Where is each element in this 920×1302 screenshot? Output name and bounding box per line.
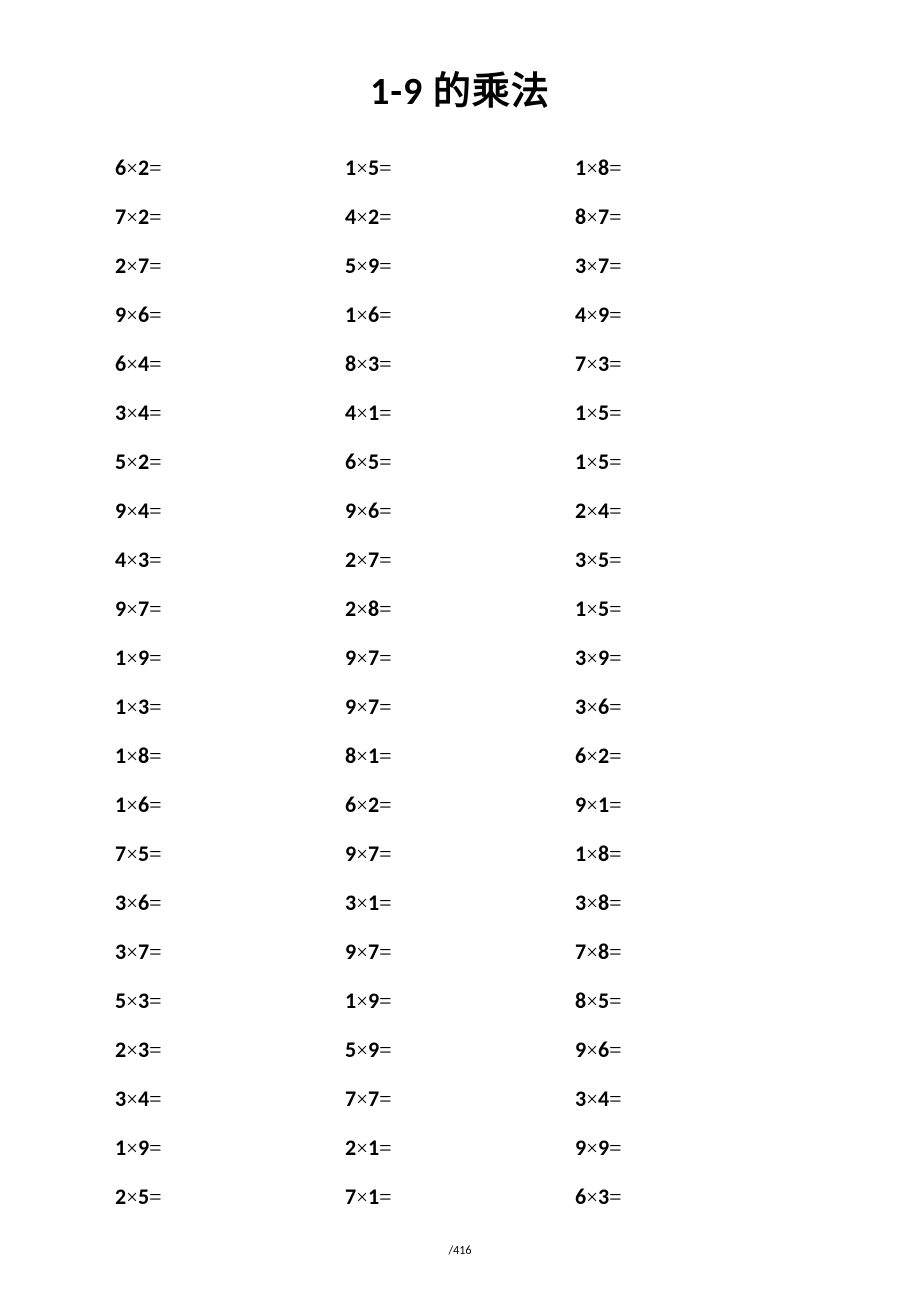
problem-cell: 1×5=	[345, 143, 575, 192]
problem-cell: 6×4=	[115, 339, 345, 388]
problem-cell: 1×9=	[115, 1123, 345, 1172]
problem-cell: 1×5=	[575, 388, 805, 437]
problem-cell: 9×6=	[575, 1025, 805, 1074]
problem-cell: 7×2=	[115, 192, 345, 241]
problem-cell: 7×3=	[575, 339, 805, 388]
problem-cell: 7×5=	[115, 829, 345, 878]
problem-cell: 4×3=	[115, 535, 345, 584]
problem-cell: 5×9=	[345, 1025, 575, 1074]
problem-cell: 2×7=	[115, 241, 345, 290]
problem-cell: 9×9=	[575, 1123, 805, 1172]
problem-cell: 9×6=	[115, 290, 345, 339]
problem-cell: 6×2=	[345, 780, 575, 829]
problem-cell: 2×3=	[115, 1025, 345, 1074]
problem-cell: 1×6=	[115, 780, 345, 829]
problem-cell: 1×6=	[345, 290, 575, 339]
problem-cell: 3×6=	[115, 878, 345, 927]
problem-cell: 9×1=	[575, 780, 805, 829]
problem-cell: 9×4=	[115, 486, 345, 535]
problem-cell: 3×9=	[575, 633, 805, 682]
problem-cell: 2×4=	[575, 486, 805, 535]
problem-cell: 1×9=	[115, 633, 345, 682]
problem-cell: 5×2=	[115, 437, 345, 486]
problem-cell: 1×3=	[115, 682, 345, 731]
problem-cell: 1×8=	[575, 143, 805, 192]
problem-cell: 7×7=	[345, 1074, 575, 1123]
problem-cell: 9×7=	[345, 682, 575, 731]
problem-cell: 8×3=	[345, 339, 575, 388]
footer-text: /416	[449, 1244, 472, 1258]
problem-cell: 9×7=	[345, 927, 575, 976]
page-footer: /416	[0, 1244, 920, 1258]
problem-cell: 2×7=	[345, 535, 575, 584]
problem-cell: 4×2=	[345, 192, 575, 241]
problem-cell: 6×2=	[575, 731, 805, 780]
problem-cell: 9×7=	[345, 633, 575, 682]
problem-cell: 2×5=	[115, 1172, 345, 1221]
page-title: 1-9 的乘法	[115, 60, 805, 115]
problem-cell: 3×7=	[575, 241, 805, 290]
problem-cell: 2×1=	[345, 1123, 575, 1172]
problem-cell: 8×7=	[575, 192, 805, 241]
problem-cell: 1×8=	[115, 731, 345, 780]
problem-cell: 5×9=	[345, 241, 575, 290]
problem-cell: 1×5=	[575, 584, 805, 633]
problem-cell: 1×8=	[575, 829, 805, 878]
problem-cell: 8×5=	[575, 976, 805, 1025]
problem-cell: 4×1=	[345, 388, 575, 437]
problem-cell: 5×3=	[115, 976, 345, 1025]
problem-cell: 9×7=	[345, 829, 575, 878]
problem-cell: 9×6=	[345, 486, 575, 535]
problem-cell: 7×1=	[345, 1172, 575, 1221]
problem-cell: 9×7=	[115, 584, 345, 633]
worksheet-grid: 6×2=1×5=1×8=7×2=4×2=8×7=2×7=5×9=3×7=9×6=…	[115, 143, 805, 1221]
problem-cell: 3×4=	[115, 388, 345, 437]
problem-cell: 6×3=	[575, 1172, 805, 1221]
problem-cell: 3×7=	[115, 927, 345, 976]
problem-cell: 3×4=	[115, 1074, 345, 1123]
problem-cell: 6×2=	[115, 143, 345, 192]
problem-cell: 8×1=	[345, 731, 575, 780]
problem-cell: 3×8=	[575, 878, 805, 927]
problem-cell: 3×4=	[575, 1074, 805, 1123]
problem-cell: 1×5=	[575, 437, 805, 486]
problem-cell: 2×8=	[345, 584, 575, 633]
problem-cell: 1×9=	[345, 976, 575, 1025]
problem-cell: 6×5=	[345, 437, 575, 486]
problem-cell: 3×5=	[575, 535, 805, 584]
problem-cell: 3×6=	[575, 682, 805, 731]
problem-cell: 3×1=	[345, 878, 575, 927]
problem-cell: 7×8=	[575, 927, 805, 976]
problem-cell: 4×9=	[575, 290, 805, 339]
